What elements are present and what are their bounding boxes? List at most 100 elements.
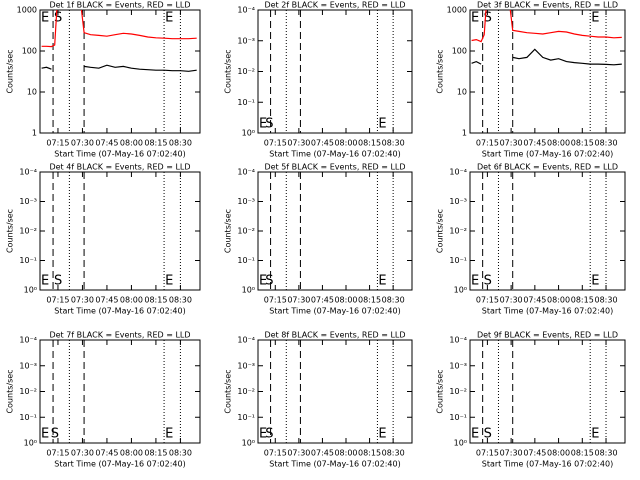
annotation: E <box>41 11 49 26</box>
x-tick-label: 07:45 <box>95 296 118 305</box>
x-tick-label: 08:30 <box>382 296 405 305</box>
annotation: E <box>378 427 386 442</box>
y-axis-label: Counts/sec <box>6 49 15 93</box>
x-tick-label: 07:45 <box>523 296 546 305</box>
annotation: E <box>165 11 173 26</box>
annotation: S <box>54 11 62 26</box>
x-tick-label: 08:15 <box>358 449 381 458</box>
x-tick-label: 08:00 <box>547 296 570 305</box>
x-axis-label: Start Time (07-May-16 07:02:40) <box>482 150 613 159</box>
x-tick-label: 07:45 <box>523 449 546 458</box>
panel: Det 5f BLACK = Events, RED = LLD Counts/s… <box>224 163 413 316</box>
annotation: E <box>259 427 267 442</box>
x-tick-label: 07:15 <box>476 296 499 305</box>
x-axis-label: Start Time (07-May-16 07:02:40) <box>54 460 185 469</box>
y-axis-label: Counts/sec <box>436 49 445 93</box>
x-tick-label: 08:00 <box>334 296 357 305</box>
x-tick-label: 08:30 <box>169 296 192 305</box>
x-axis-label: Start Time (07-May-16 07:02:40) <box>54 307 185 316</box>
panel-title: Det 5f BLACK = Events, RED = LLD <box>264 163 405 172</box>
annotation: E <box>41 274 49 289</box>
y-tick-label: 10⁻¹ <box>237 98 255 107</box>
x-axis-label: Start Time (07-May-16 07:02:40) <box>269 460 400 469</box>
x-tick-label: 08:00 <box>120 139 143 148</box>
y-axis-label: Counts/sec <box>224 209 233 253</box>
x-tick-label: 08:00 <box>547 139 570 148</box>
panel-title: Det 8f BLACK = Events, RED = LLD <box>264 331 405 340</box>
y-tick-label: 10⁻³ <box>237 361 255 370</box>
x-tick-label: 08:30 <box>169 449 192 458</box>
annotation: S <box>484 11 492 26</box>
x-tick-label: 08:15 <box>144 139 167 148</box>
panel: Det 4f BLACK = Events, RED = LLD Counts/s… <box>6 163 201 316</box>
x-tick-label: 08:15 <box>358 296 381 305</box>
x-tick-label: 08:00 <box>547 449 570 458</box>
x-tick-label: 08:15 <box>144 296 167 305</box>
x-tick-label: 08:30 <box>382 449 405 458</box>
annotation: S <box>51 427 59 442</box>
panel-title: Det 3f BLACK = Events, RED = LLD <box>477 1 618 10</box>
x-tick-label: 08:30 <box>382 139 405 148</box>
y-tick-label: 10⁻³ <box>449 361 467 370</box>
x-tick-label: 08:00 <box>120 296 143 305</box>
y-axis-label: Counts/sec <box>436 209 445 253</box>
x-tick-label: 07:15 <box>476 139 499 148</box>
series-line <box>41 64 197 72</box>
annotation: S <box>484 427 492 442</box>
x-tick-label: 07:30 <box>287 296 310 305</box>
annotation: E <box>41 427 49 442</box>
x-tick-label: 07:30 <box>287 139 310 148</box>
y-tick-label: 10 <box>457 88 467 97</box>
x-tick-label: 08:15 <box>571 139 594 148</box>
panel-title: Det 2f BLACK = Events, RED = LLD <box>264 1 405 10</box>
x-tick-label: 07:45 <box>311 449 334 458</box>
annotation: S <box>265 274 273 289</box>
y-tick-label: 10⁻³ <box>237 197 255 206</box>
x-tick-label: 08:00 <box>334 139 357 148</box>
y-tick-label: 10⁻¹ <box>449 413 467 422</box>
y-tick-label: 10⁻² <box>449 227 467 236</box>
y-tick-label: 10⁻³ <box>449 197 467 206</box>
x-tick-label: 08:00 <box>334 449 357 458</box>
x-tick-label: 07:30 <box>500 139 523 148</box>
panel-title: Det 7f BLACK = Events, RED = LLD <box>49 331 190 340</box>
x-tick-label: 08:00 <box>120 449 143 458</box>
x-axis-label: Start Time (07-May-16 07:02:40) <box>482 460 613 469</box>
y-tick-label: 10⁰ <box>454 439 467 448</box>
annotation: E <box>259 274 267 289</box>
x-tick-label: 07:45 <box>311 139 334 148</box>
series-line <box>471 10 622 43</box>
x-tick-label: 07:15 <box>46 449 69 458</box>
x-axis-label: Start Time (07-May-16 07:02:40) <box>269 150 400 159</box>
panel-title: Det 4f BLACK = Events, RED = LLD <box>49 163 190 172</box>
x-tick-label: 07:45 <box>95 139 118 148</box>
x-tick-label: 07:15 <box>264 139 287 148</box>
annotation: E <box>259 117 267 132</box>
panel-title: Det 6f BLACK = Events, RED = LLD <box>477 163 618 172</box>
annotation: E <box>471 427 479 442</box>
y-tick-label: 10⁻³ <box>237 36 255 45</box>
panel-title: Det 1f BLACK = Events, RED = LLD <box>49 1 190 10</box>
annotation: E <box>471 11 479 26</box>
x-tick-label: 07:30 <box>500 296 523 305</box>
y-tick-label: 10⁻¹ <box>237 413 255 422</box>
y-tick-label: 10⁻² <box>19 387 37 396</box>
annotation: S <box>54 274 62 289</box>
y-tick-label: 10⁻⁴ <box>449 168 467 177</box>
plot-frame <box>469 9 626 134</box>
y-tick-label: 10⁻⁴ <box>237 6 255 15</box>
panel: Det 7f BLACK = Events, RED = LLD Counts/s… <box>6 331 201 469</box>
y-axis-label: Counts/sec <box>6 209 15 253</box>
x-axis-label: Start Time (07-May-16 07:02:40) <box>54 150 185 159</box>
annotation: E <box>591 427 599 442</box>
series-line <box>41 10 197 48</box>
y-axis-label: Counts/sec <box>224 369 233 413</box>
annotation: S <box>484 274 492 289</box>
y-tick-label: 10⁰ <box>242 286 255 295</box>
annotation: E <box>471 274 479 289</box>
x-tick-label: 08:30 <box>594 449 617 458</box>
y-tick-label: 10⁻² <box>237 387 255 396</box>
y-tick-label: 10⁻³ <box>19 361 37 370</box>
